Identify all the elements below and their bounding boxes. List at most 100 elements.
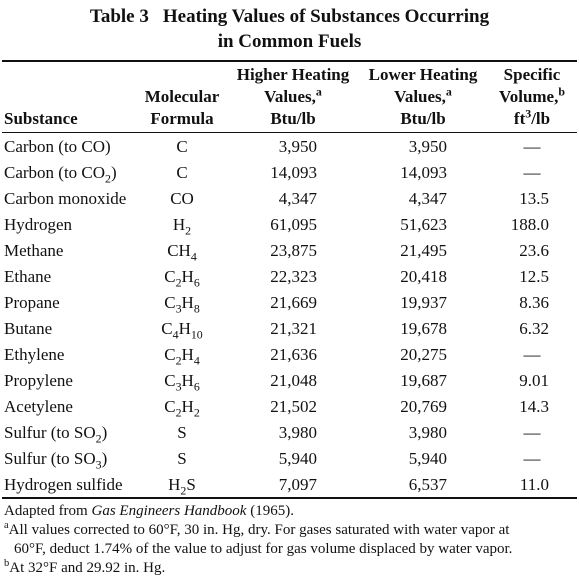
- cell-specific-volume: 11.0: [519, 475, 549, 494]
- table-title: Table 3 Heating Values of Substances Occu…: [0, 4, 579, 54]
- cell-formula: H2: [172, 215, 192, 238]
- header-formula-line-1: Molecular: [144, 87, 220, 106]
- cell-specific-volume: 13.5: [519, 189, 549, 208]
- header-hhv-line-2: Values,a: [264, 84, 322, 106]
- cell-specific-volume: 12.5: [519, 267, 549, 286]
- cell-higher-heating: 61,095: [270, 215, 317, 234]
- cell-lower-heating: 19,937: [400, 293, 447, 312]
- cell-higher-heating: 14,093: [270, 163, 317, 182]
- cell-lower-heating: 4,347: [408, 189, 447, 208]
- footnote-b: bAt 32°F and 29.92 in. Hg.: [4, 558, 576, 578]
- table-row: Hydrogen H2 61,095 51,623 188.0: [0, 212, 579, 238]
- title-line-2: in Common Fuels: [217, 31, 362, 52]
- cell-lower-heating: 51,623: [400, 215, 447, 234]
- cell-specific-volume: 6.32: [519, 319, 549, 338]
- source-title: Gas Engineers Handbook: [91, 503, 247, 519]
- cell-substance: Propylene: [4, 371, 73, 390]
- cell-higher-heating: 3,980: [278, 423, 317, 442]
- cell-substance: Ethylene: [4, 345, 65, 364]
- cell-formula: C: [176, 137, 188, 156]
- title-text-1: Heating Values of Substances Occurring: [162, 6, 490, 27]
- footnote-b-marker: b: [4, 558, 10, 569]
- header-substance: Substance: [4, 108, 78, 130]
- table-row: Sulfur (to SO2) S 3,980 3,980 —: [0, 420, 579, 446]
- cell-specific-volume: 23.6: [519, 241, 549, 260]
- cell-higher-heating: 21,321: [270, 319, 317, 338]
- cell-substance: Ethane: [4, 267, 52, 286]
- cell-lower-heating: 6,537: [408, 475, 447, 494]
- cell-substance: Hydrogen sulfide: [4, 475, 123, 494]
- header-sv-line-3: ft3/lb: [513, 106, 551, 128]
- cell-formula: C2H2: [164, 397, 200, 420]
- cell-formula: C2H6: [164, 267, 200, 290]
- cell-higher-heating: 4,347: [278, 189, 317, 208]
- header-sv-line-2: Volume,b: [499, 84, 565, 106]
- cell-formula: C3H8: [164, 293, 200, 316]
- cell-formula: C4H10: [161, 319, 203, 342]
- cell-higher-heating: 21,669: [270, 293, 317, 312]
- cell-higher-heating: 21,048: [270, 371, 317, 390]
- table-row: Sulfur (to SO3) S 5,940 5,940 —: [0, 446, 579, 472]
- cell-higher-heating: 5,940: [278, 449, 317, 468]
- top-rule: [2, 60, 577, 62]
- table-row: Carbon monoxide CO 4,347 4,347 13.5: [0, 186, 579, 212]
- cell-formula: C2H4: [164, 345, 200, 368]
- cell-higher-heating: 21,636: [270, 345, 317, 364]
- cell-lower-heating: 5,940: [408, 449, 447, 468]
- cell-substance: Carbon (to CO): [4, 137, 111, 156]
- cell-formula: C: [176, 163, 188, 182]
- cell-formula: CH4: [167, 241, 197, 264]
- cell-lower-heating: 3,950: [408, 137, 447, 156]
- cell-substance: Propane: [4, 293, 60, 312]
- header-lhv-line-2: Values,a: [394, 84, 452, 106]
- cell-higher-heating: 22,323: [270, 267, 317, 286]
- header-substance-label: Substance: [4, 109, 78, 128]
- cell-formula: H2S: [168, 475, 196, 498]
- footnote-a: aAll values corrected to 60°F, 30 in. Hg…: [4, 520, 576, 540]
- header-hhv-line-1: Higher Heating: [236, 65, 350, 84]
- cell-substance: Carbon monoxide: [4, 189, 127, 208]
- bottom-rule: [2, 497, 577, 499]
- table-row: Ethylene C2H4 21,636 20,275 —: [0, 342, 579, 368]
- table-row: Propane C3H8 21,669 19,937 8.36: [0, 290, 579, 316]
- table-row: Ethane C2H6 22,323 20,418 12.5: [0, 264, 579, 290]
- cell-lower-heating: 20,769: [400, 397, 447, 416]
- table-body: Carbon (to CO) C 3,950 3,950— Carbon (to CO2…: [0, 134, 579, 498]
- header-sv-line-1: Specific: [503, 65, 561, 84]
- cell-substance: Methane: [4, 241, 64, 260]
- cell-specific-volume: 8.36: [519, 293, 549, 312]
- source-prefix: Adapted from: [4, 503, 92, 519]
- cell-formula: S: [177, 423, 187, 442]
- cell-lower-heating: 19,678: [400, 319, 447, 338]
- header-lower-heating: Lower Heating Values,a Btu/lb: [358, 64, 488, 130]
- cell-substance: Carbon (to CO2): [4, 163, 117, 186]
- cell-lower-heating: 20,418: [400, 267, 447, 286]
- table-footnotes: Adapted from Gas Engineers Handbook (196…: [4, 502, 576, 578]
- header-lhv-line-3: Btu/lb: [400, 109, 446, 128]
- cell-specific-volume: —: [523, 345, 541, 364]
- source-suffix: (1965).: [246, 503, 294, 519]
- footnote-a-line-2: 60°F, deduct 1.74% of the value to adjus…: [14, 541, 513, 557]
- table-row: Acetylene C2H2 21,502 20,769 14.3: [0, 394, 579, 420]
- cell-specific-volume: —: [523, 163, 541, 182]
- cell-substance: Butane: [4, 319, 53, 338]
- cell-formula: C3H6: [164, 371, 200, 394]
- table-row: Methane CH4 23,875 21,495 23.6: [0, 238, 579, 264]
- header-formula: Molecular Formula: [133, 86, 231, 130]
- header-specific-volume: Specific Volume,b ft3/lb: [487, 64, 577, 130]
- footnote-a-marker: a: [4, 520, 9, 531]
- title-line-1: Table 3 Heating Values of Substances Occu…: [0, 4, 579, 29]
- cell-substance: Sulfur (to SO2): [4, 423, 108, 446]
- header-formula-line-2: Formula: [150, 109, 214, 128]
- cell-formula: S: [177, 449, 187, 468]
- cell-substance: Hydrogen: [4, 215, 72, 234]
- header-rule: [2, 132, 577, 133]
- cell-lower-heating: 3,980: [408, 423, 447, 442]
- cell-substance: Sulfur (to SO3): [4, 449, 108, 472]
- cell-specific-volume: 9.01: [519, 371, 549, 390]
- cell-substance: Acetylene: [4, 397, 73, 416]
- cell-higher-heating: 23,875: [270, 241, 317, 260]
- source-note: Adapted from Gas Engineers Handbook (196…: [4, 502, 576, 521]
- header-hhv-line-3: Btu/lb: [270, 109, 316, 128]
